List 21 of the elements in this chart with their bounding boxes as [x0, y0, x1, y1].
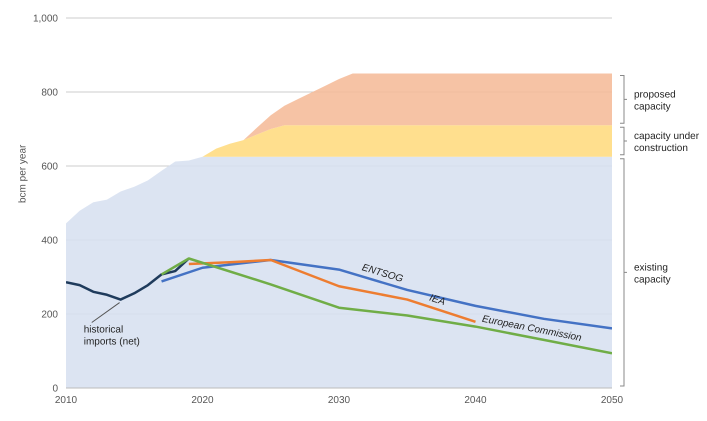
- y-tick-label: 200: [41, 310, 58, 321]
- text: proposed capacity: [634, 89, 676, 112]
- y-tick-label: 600: [41, 162, 58, 173]
- x-tick-label: 2050: [600, 395, 624, 406]
- text: existing capacity: [634, 262, 671, 286]
- y-tick-label: 800: [41, 88, 58, 99]
- text: historical imports (net): [84, 324, 140, 348]
- text: IEA: [428, 292, 447, 308]
- x-tick-label: 2040: [464, 395, 488, 406]
- line-series: [66, 257, 190, 301]
- x-tick-label: 2010: [54, 395, 78, 406]
- text: capacity under construction: [634, 131, 700, 154]
- x-tick-label: 2030: [328, 395, 351, 406]
- line-series: [188, 258, 477, 324]
- y-tick-label: 1,000: [32, 14, 58, 25]
- line-series: [160, 257, 612, 354]
- y-axis-title: bcm per year: [18, 144, 29, 203]
- x-tick-label: 2020: [191, 395, 214, 406]
- y-tick-label: 400: [41, 236, 58, 247]
- text: European Commission: [481, 314, 583, 344]
- y-tick-label: 0: [52, 384, 58, 395]
